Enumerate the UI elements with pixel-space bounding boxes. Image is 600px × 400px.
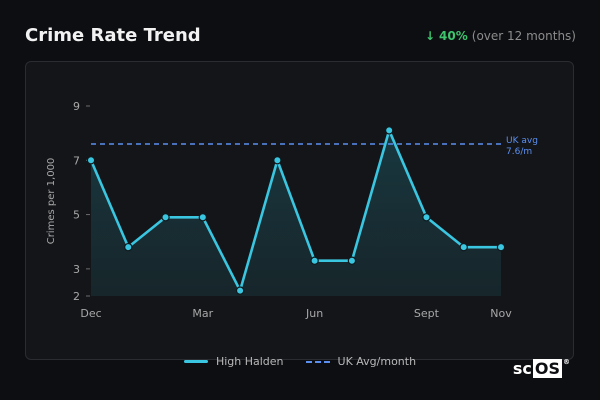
x-tick-label: Sept [414,307,440,320]
legend-swatch-series [183,360,208,363]
y-tick-label: 7 [73,154,80,167]
chart-title: Crime Rate Trend [25,25,201,46]
legend-swatch-reference [305,360,330,363]
down-arrow-icon: ↓ [424,29,436,43]
data-point[interactable] [198,213,208,222]
chart-panel [25,61,574,360]
series-line [89,129,501,292]
legend-label-series: High Halden [215,355,284,368]
legend-item-series[interactable]: High Halden [183,355,284,368]
legend-item-reference[interactable]: UK Avg/month [305,355,417,368]
data-point[interactable] [384,126,394,135]
data-point[interactable] [496,242,506,252]
reference-value-label: 7.6/m [506,147,532,157]
y-tick-label: 3 [73,263,80,276]
x-tick-label: Mar [192,307,213,320]
legend-label-reference: UK Avg/month [337,355,417,368]
series-points [86,126,506,295]
trend-percent: 40% [439,29,468,43]
logo-prefix: sc [512,359,532,378]
data-point[interactable] [347,256,357,265]
y-tick-label: 5 [73,209,80,222]
trend-summary: ↓ 40% (over 12 months) [425,29,576,43]
data-point[interactable] [124,242,133,252]
y-axis: 2 3 5 7 9 [73,100,90,303]
y-tick-label: 2 [73,290,80,303]
trend-note: (over 12 months) [471,29,576,43]
brand-logo: sc OS ® [512,357,570,378]
data-point[interactable] [310,256,319,265]
data-point[interactable] [161,213,170,222]
y-axis-label: Crimes per 1,000 [46,158,57,245]
data-point[interactable] [273,156,282,165]
logo-registered-mark: ® [563,357,570,366]
data-point[interactable] [235,286,245,295]
y-tick-label: 9 [73,100,80,113]
x-tick-label: Nov [490,307,512,320]
x-tick-label: Jun [305,307,323,320]
x-axis: Dec Mar Jun Sept Nov [80,307,512,320]
x-tick-label: Dec [80,307,101,320]
data-point[interactable] [86,156,96,165]
data-point[interactable] [422,213,431,222]
reference-label: UK avg [506,136,538,146]
legend: High Halden UK Avg/month [0,355,600,368]
logo-boxed: OS [532,359,562,378]
data-point[interactable] [459,242,468,252]
